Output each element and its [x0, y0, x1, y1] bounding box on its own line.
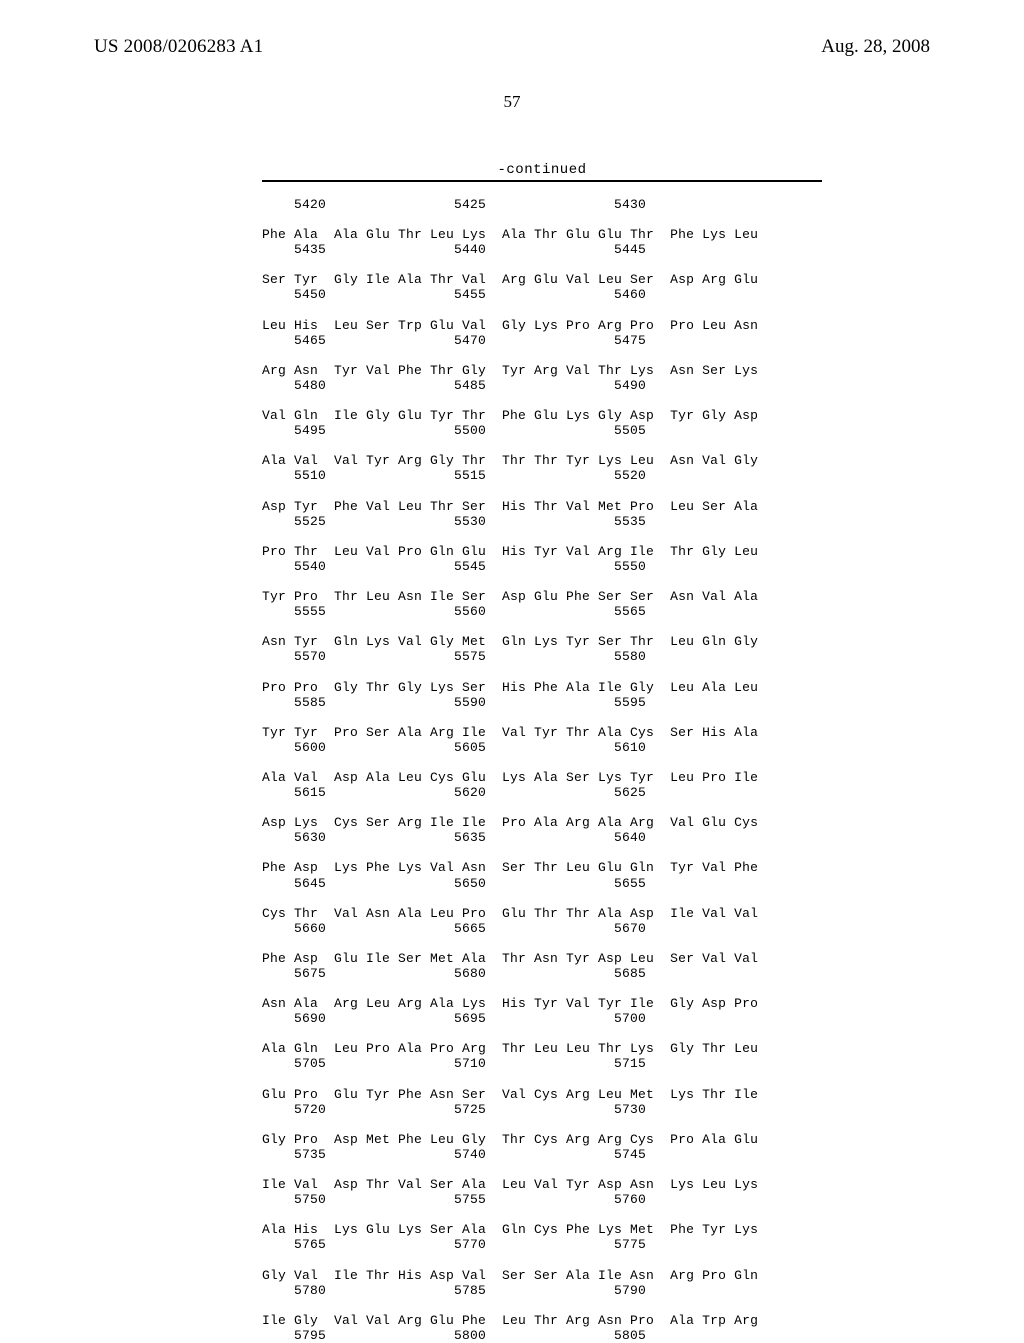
page: US 2008/0206283 A1 Aug. 28, 2008 57 -con…	[0, 0, 1024, 1320]
publication-date: Aug. 28, 2008	[821, 36, 930, 58]
page-number: 57	[0, 92, 1024, 112]
sequence-listing: 5420 5425 5430 Phe Ala Ala Glu Thr Leu L…	[262, 197, 758, 1343]
continued-label: -continued	[262, 162, 822, 178]
continued-block: -continued	[262, 162, 822, 182]
rule	[262, 180, 822, 182]
publication-number: US 2008/0206283 A1	[94, 36, 263, 58]
